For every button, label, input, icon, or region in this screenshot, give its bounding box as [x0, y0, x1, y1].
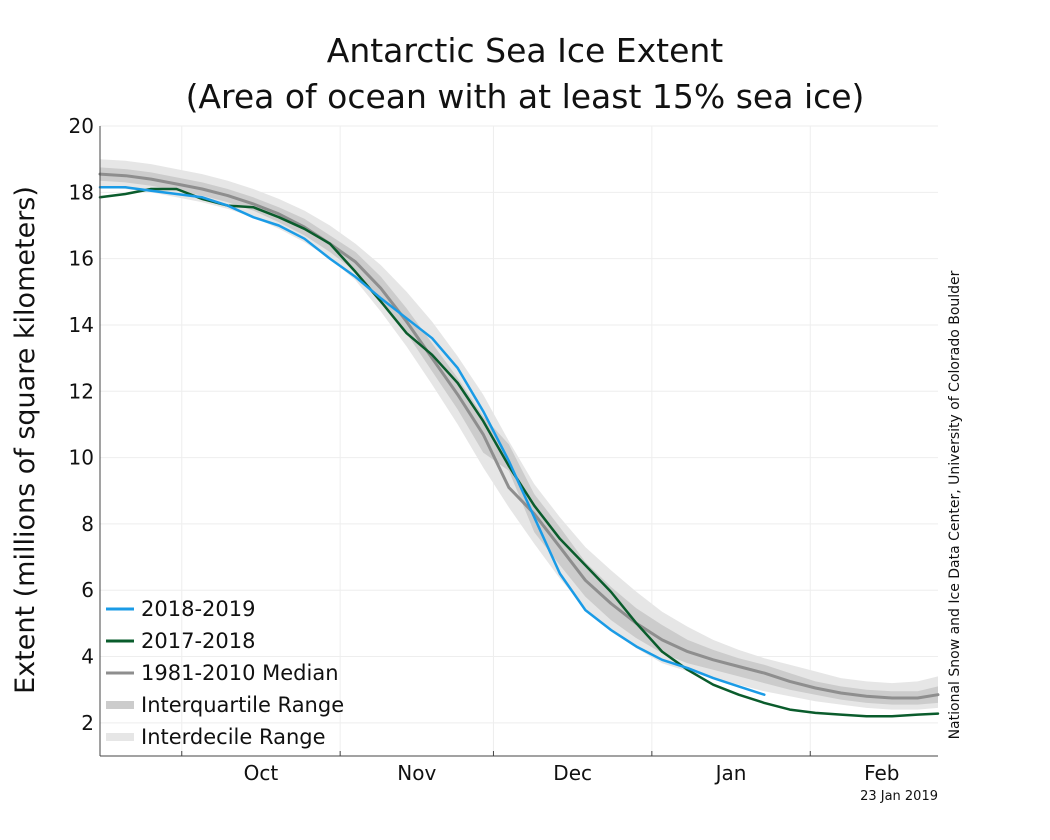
- y-tick-label: 20: [69, 114, 94, 138]
- y-tick-label: 4: [81, 645, 94, 669]
- y-tick-label: 18: [69, 180, 94, 204]
- median-line: [98, 172, 940, 700]
- legend-interdecile-label: Interdecile Range: [141, 725, 326, 749]
- x-tick-label: Nov: [397, 761, 436, 785]
- y-tick-label: 2: [81, 711, 94, 735]
- y-tick-label: 10: [69, 446, 94, 470]
- x-tick-label: Jan: [714, 761, 747, 785]
- legend-interquartile-label: Interquartile Range: [141, 693, 344, 717]
- x-tick-label: Dec: [553, 761, 592, 785]
- y-axis-label: Extent (millions of square kilometers): [10, 186, 41, 694]
- axes: [99, 126, 938, 757]
- date-note: 23 Jan 2019: [860, 789, 938, 804]
- chart-title-line-2: (Area of ocean with at least 15% sea ice…: [186, 77, 865, 116]
- y-tick-label: 16: [69, 247, 94, 271]
- legend-median-label: 1981-2010 Median: [141, 661, 339, 685]
- interquartile-band: [100, 167, 938, 705]
- tick-labels: 2 4 6 8 10 12 14 16 18 20 Oct Nov Dec Jan Feb: [69, 114, 900, 785]
- y-tick-label: 6: [81, 578, 94, 602]
- interdecile-band: [100, 159, 938, 710]
- legend-2018-2019-label: 2018-2019: [141, 597, 255, 621]
- legend: 2018-2019 2017-2018 1981-2010 Median Interq…: [106, 597, 344, 749]
- series-lines: [98, 172, 940, 718]
- y-tick-label: 14: [69, 313, 94, 337]
- series-2018-2019-line: [98, 186, 766, 696]
- x-tick-label: Oct: [244, 761, 279, 785]
- range-bands: [100, 159, 938, 710]
- chart-title-line-1: Antarctic Sea Ice Extent: [327, 31, 724, 70]
- x-tick-label: Feb: [864, 761, 899, 785]
- y-tick-label: 12: [69, 379, 94, 403]
- legend-2017-2018-label: 2017-2018: [141, 629, 255, 653]
- series-2017-2018-line: [98, 187, 940, 718]
- credit-text: National Snow and Ice Data Center, Unive…: [947, 270, 963, 739]
- y-tick-label: 8: [81, 512, 94, 536]
